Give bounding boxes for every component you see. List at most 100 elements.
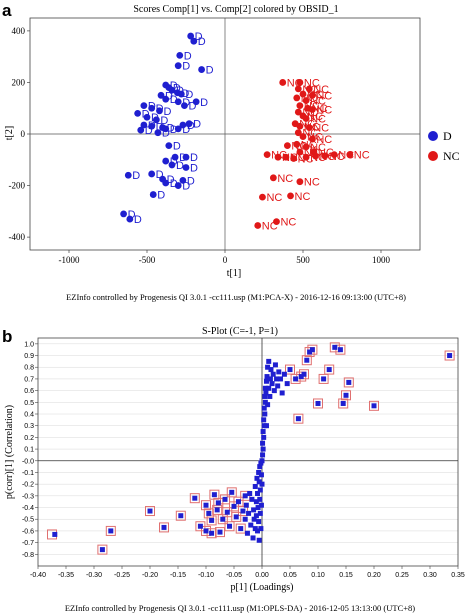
chart-b-highlight-box	[189, 493, 200, 504]
chart-b-point	[272, 362, 278, 368]
chart-b-point	[276, 369, 282, 375]
chart-b-point	[301, 371, 307, 377]
chart-b-highlight-box	[293, 413, 304, 424]
chart-b-point	[246, 510, 252, 516]
chart-b-ytick-label: 0.7	[24, 376, 34, 383]
chart-a-point-label: NC	[313, 123, 329, 135]
chart-a-point-nc	[274, 153, 282, 161]
chart-b-xlabel: p[1] (Loadings)	[230, 582, 293, 593]
chart-a-point-nc	[282, 153, 290, 161]
chart-a-ytick-label: 400	[12, 26, 26, 36]
chart-a-ylabel: t[2]	[4, 126, 15, 140]
chart-b-points	[52, 344, 453, 553]
chart-b-highlight-box	[201, 500, 211, 511]
chart-a-point-label: D	[195, 31, 203, 43]
chart-a-point-label: D	[188, 101, 196, 113]
chart-b-point	[257, 510, 263, 516]
chart-b-point	[279, 390, 285, 396]
chart-b-point	[256, 479, 262, 485]
chart-b-highlight-box	[231, 511, 242, 522]
chart-a-ytick-label: -200	[9, 181, 26, 191]
chart-a-point-nc	[293, 94, 301, 102]
chart-a-point-nc	[287, 192, 294, 200]
chart-a-point-label: NC	[310, 95, 326, 107]
chart-b-point	[261, 434, 267, 440]
chart-a-point-d	[182, 164, 190, 171]
chart-b-point	[192, 495, 198, 501]
chart-b-point	[337, 347, 343, 353]
chart-b-point	[256, 519, 262, 525]
chart-a-point-d	[149, 191, 157, 198]
chart-a-point-d	[174, 98, 182, 106]
chart-b-point	[346, 379, 352, 385]
chart-a-point-nc	[294, 108, 302, 116]
chart-a-point-nc	[302, 153, 310, 161]
chart-a-point-nc	[254, 222, 262, 229]
chart-a-point-label: NC	[262, 221, 278, 233]
chart-b-highlight-box	[105, 525, 116, 536]
chart-a-point-d	[157, 91, 165, 99]
chart-a-point-label: D	[128, 209, 136, 221]
chart-a-xtick-label: 0	[223, 255, 228, 265]
chart-b-title: S-Plot (C=-1, P=1)	[202, 326, 278, 337]
chart-a-point-label: D	[156, 169, 164, 181]
chart-a-point-nc	[263, 151, 271, 159]
chart-b-point	[257, 487, 263, 493]
chart-b-highlight-box	[206, 515, 217, 526]
chart-a-point-d	[162, 179, 170, 187]
chart-b-point	[253, 513, 259, 519]
chart-a-point-label: D	[170, 178, 178, 190]
chart-b-highlight-box	[212, 504, 223, 515]
chart-a-xtick-label: 500	[296, 255, 310, 265]
chart-a-point-nc	[321, 152, 329, 160]
chart-a-point-d	[140, 102, 148, 110]
chart-a-point-label: D	[160, 115, 168, 127]
chart-b-point	[287, 367, 293, 373]
chart-a-point-d	[126, 215, 134, 223]
chart-a-point-d	[190, 37, 198, 45]
chart-b-highlight-box	[338, 398, 349, 409]
chart-a-ytick-label: 0	[21, 129, 26, 139]
chart-b-point	[277, 376, 283, 382]
chart-b-ytick-label: -0.0	[22, 458, 34, 465]
chart-a-point-d	[198, 66, 206, 73]
chart-a-point-label: D	[170, 94, 178, 106]
chart-a-point-label: D	[206, 65, 214, 77]
chart-b-point	[284, 381, 290, 387]
chart-a-point-d	[143, 113, 151, 121]
chart-a-point-d	[148, 170, 156, 178]
chart-b-xtick-label: 0.35	[451, 572, 465, 579]
chart-a-point-label: D	[182, 124, 190, 136]
chart-b-point	[238, 526, 244, 532]
chart-b-ytick-label: 0.5	[24, 400, 34, 407]
chart-b-xtick-label: 0.30	[423, 572, 437, 579]
chart-b-point	[269, 381, 275, 387]
chart-a-ytick-label: 200	[12, 77, 26, 87]
chart-b-point	[242, 516, 248, 522]
chart-a-point-label: D	[200, 97, 208, 109]
chart-a-title: Scores Comp[1] vs. Comp[2] colored by OB…	[133, 4, 338, 15]
chart-a-point-d	[148, 104, 156, 112]
chart-b-point	[262, 411, 268, 417]
chart-b-point	[326, 367, 332, 373]
chart-b-point	[343, 392, 349, 398]
chart-b-point	[253, 499, 259, 505]
chart-b-ytick-label: -0.4	[22, 505, 34, 512]
chart-b-ytick-label: 0.3	[24, 423, 34, 430]
chart-b-ylabel: p(corr)[1] (Correlation)	[4, 405, 15, 499]
chart-a-point-d	[171, 153, 179, 161]
chart-b-xtick-label: 0.15	[339, 572, 353, 579]
chart-a-point-nc	[302, 143, 310, 151]
chart-b-point	[263, 423, 269, 429]
chart-a-point-nc	[296, 122, 304, 130]
chart-b-point	[209, 530, 215, 536]
chart-b-point	[267, 393, 273, 399]
chart-a-xtick-label: -500	[139, 255, 156, 265]
chart-a-point-label: D	[181, 88, 189, 100]
chart-b-point	[262, 393, 268, 399]
chart-a-point-nc	[273, 218, 280, 226]
chart-b-point	[108, 528, 114, 534]
panel-a-letter: a	[2, 1, 12, 20]
chart-b-ytick-label: 0.2	[24, 435, 34, 442]
